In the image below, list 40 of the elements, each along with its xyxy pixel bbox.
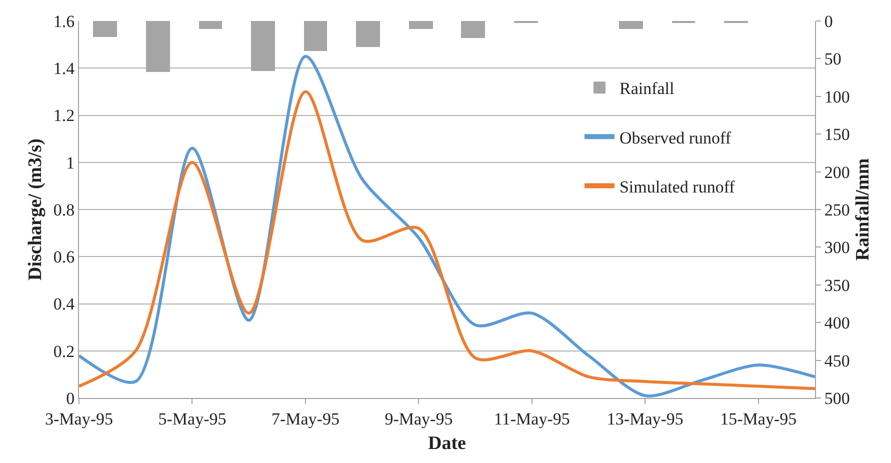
y2-tick-label: 450	[824, 351, 850, 370]
y-tick-label: 0.4	[53, 294, 76, 314]
x-tick-label: 13-May-95	[606, 409, 684, 428]
y2-tick-label: 500	[824, 388, 850, 408]
x-tick-label: 3-May-95	[45, 409, 113, 428]
y2-tick-label: 0	[824, 12, 833, 31]
y-tick-label: 1.2	[53, 106, 75, 126]
x-tick-label: 5-May-95	[158, 409, 226, 428]
legend-label: Rainfall	[619, 79, 675, 98]
y-tick-label: 0	[66, 388, 75, 408]
y2-tick-label: 50	[824, 50, 842, 69]
bar	[619, 21, 643, 29]
y-tick-label: 1.4	[53, 59, 76, 78]
bar	[304, 21, 327, 51]
y-tick-label: 0.8	[53, 200, 75, 220]
legend-label: Observed runoff	[619, 128, 732, 148]
y-axis-title: Discharge/ (m3/s)	[25, 138, 46, 280]
y2-tick-label: 400	[824, 314, 850, 333]
bar	[93, 21, 117, 37]
y2-tick-label: 350	[824, 276, 850, 295]
bar	[461, 21, 485, 38]
y2-tick-label: 300	[824, 238, 850, 258]
y2-tick-label: 250	[824, 200, 850, 220]
y-tick-label: 1	[66, 153, 75, 172]
y2-tick-label: 200	[824, 162, 850, 182]
legend-label: Simulated runoff	[619, 177, 736, 196]
y-tick-label: 1.6	[53, 12, 75, 31]
x-tick-label: 11-May-95	[494, 409, 570, 428]
x-tick-label: 9-May-95	[384, 409, 453, 428]
x-tick-label: 15-May-95	[720, 409, 797, 428]
bar	[356, 21, 380, 47]
y2-axis-title: Rainfall/mm	[852, 158, 874, 261]
bar	[199, 21, 222, 29]
y-tick-label: 0.2	[53, 342, 75, 361]
y2-tick-label: 150	[824, 125, 850, 144]
x-tick-label: 7-May-95	[271, 409, 340, 428]
bar	[409, 21, 433, 29]
y2-tick-label: 100	[824, 87, 850, 106]
y-tick-label: 0.6	[53, 248, 75, 267]
x-axis-title: Date	[428, 433, 466, 454]
